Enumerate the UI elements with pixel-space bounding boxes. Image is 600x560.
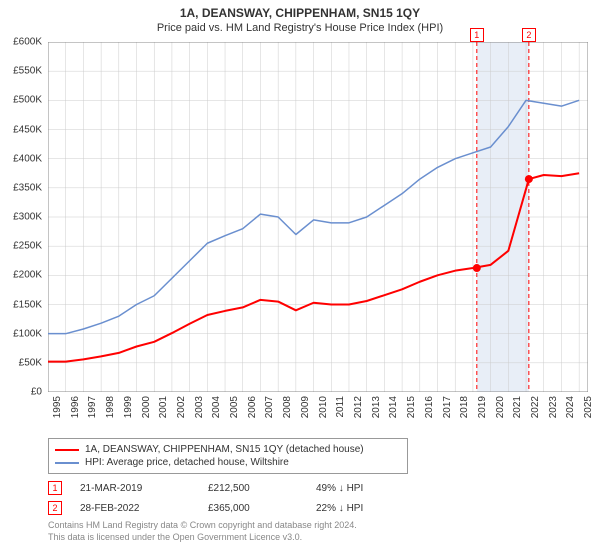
legend-label: 1A, DEANSWAY, CHIPPENHAM, SN15 1QY (deta… (85, 444, 364, 455)
y-axis-labels: £0£50K£100K£150K£200K£250K£300K£350K£400… (0, 42, 44, 392)
x-tick-label: 2006 (247, 396, 258, 418)
y-tick-label: £350K (13, 182, 42, 193)
x-tick-label: 2000 (141, 396, 152, 418)
chart-subtitle: Price paid vs. HM Land Registry's House … (0, 20, 600, 34)
y-tick-label: £300K (13, 212, 42, 223)
x-tick-label: 1996 (70, 396, 81, 418)
y-tick-label: £50K (19, 357, 42, 368)
y-tick-label: £250K (13, 241, 42, 252)
legend-label: HPI: Average price, detached house, Wilt… (85, 457, 289, 468)
y-tick-label: £600K (13, 37, 42, 48)
x-tick-label: 2017 (442, 396, 453, 418)
chart-svg (48, 42, 588, 392)
x-tick-label: 1995 (52, 396, 63, 418)
x-tick-label: 1998 (105, 396, 116, 418)
footer-line2: This data is licensed under the Open Gov… (48, 532, 357, 544)
x-tick-label: 2025 (583, 396, 594, 418)
x-tick-label: 2021 (512, 396, 523, 418)
x-tick-label: 2020 (495, 396, 506, 418)
x-tick-label: 2018 (459, 396, 470, 418)
x-tick-label: 2005 (229, 396, 240, 418)
legend-item: HPI: Average price, detached house, Wilt… (55, 456, 401, 469)
x-tick-label: 1999 (123, 396, 134, 418)
x-tick-label: 2015 (406, 396, 417, 418)
x-tick-label: 2019 (477, 396, 488, 418)
sale-marker-badge: 2 (522, 28, 536, 42)
x-tick-label: 2007 (264, 396, 275, 418)
x-tick-label: 2001 (158, 396, 169, 418)
chart-area: 12 (48, 42, 588, 392)
x-tick-label: 2002 (176, 396, 187, 418)
sale-diff: 49% ↓ HPI (316, 483, 406, 494)
x-tick-label: 1997 (87, 396, 98, 418)
x-tick-label: 2010 (318, 396, 329, 418)
sale-rows: 1 21-MAR-2019 £212,500 49% ↓ HPI 2 28-FEB-202… (48, 478, 568, 518)
legend-swatch (55, 449, 79, 451)
x-tick-label: 2022 (530, 396, 541, 418)
x-tick-label: 2024 (565, 396, 576, 418)
x-tick-label: 2003 (194, 396, 205, 418)
x-tick-label: 2009 (300, 396, 311, 418)
x-axis-labels: 1995 1996 1997 1998 1999 2000 2001 2002 2003 2004… (48, 394, 588, 442)
y-tick-label: £450K (13, 124, 42, 135)
sale-date: 28-FEB-2022 (80, 503, 190, 514)
legend-swatch (55, 462, 79, 464)
legend-item: 1A, DEANSWAY, CHIPPENHAM, SN15 1QY (deta… (55, 443, 401, 456)
x-tick-label: 2008 (282, 396, 293, 418)
x-tick-label: 2023 (548, 396, 559, 418)
y-tick-label: £0 (31, 387, 42, 398)
legend: 1A, DEANSWAY, CHIPPENHAM, SN15 1QY (deta… (48, 438, 408, 474)
x-tick-label: 2011 (335, 396, 346, 418)
x-tick-label: 2013 (371, 396, 382, 418)
y-tick-label: £200K (13, 270, 42, 281)
y-tick-label: £500K (13, 95, 42, 106)
sale-price: £212,500 (208, 483, 298, 494)
footer-line1: Contains HM Land Registry data © Crown c… (48, 520, 357, 532)
chart-title: 1A, DEANSWAY, CHIPPENHAM, SN15 1QY (0, 0, 600, 20)
sale-badge: 1 (48, 481, 62, 495)
sale-row: 2 28-FEB-2022 £365,000 22% ↓ HPI (48, 498, 568, 518)
x-tick-label: 2012 (353, 396, 364, 418)
y-tick-label: £400K (13, 153, 42, 164)
sale-price: £365,000 (208, 503, 298, 514)
x-tick-label: 2014 (388, 396, 399, 418)
sale-diff: 22% ↓ HPI (316, 503, 406, 514)
sale-date: 21-MAR-2019 (80, 483, 190, 494)
y-tick-label: £550K (13, 66, 42, 77)
y-tick-label: £100K (13, 328, 42, 339)
sale-badge: 2 (48, 501, 62, 515)
page-container: 1A, DEANSWAY, CHIPPENHAM, SN15 1QY Price… (0, 0, 600, 560)
y-tick-label: £150K (13, 299, 42, 310)
sale-marker-badge: 1 (470, 28, 484, 42)
x-tick-label: 2004 (211, 396, 222, 418)
x-tick-label: 2016 (424, 396, 435, 418)
footer-attribution: Contains HM Land Registry data © Crown c… (48, 520, 357, 543)
sale-row: 1 21-MAR-2019 £212,500 49% ↓ HPI (48, 478, 568, 498)
